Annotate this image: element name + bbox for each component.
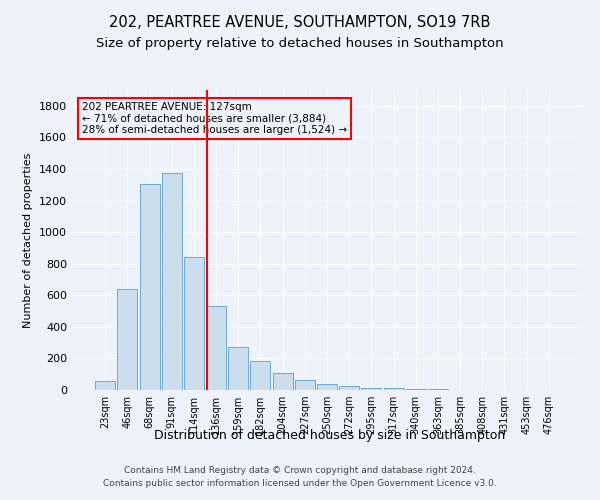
Bar bbox=[228, 348, 248, 390]
Bar bbox=[206, 306, 226, 390]
Bar bbox=[406, 388, 426, 390]
Bar bbox=[140, 184, 160, 390]
Bar bbox=[118, 289, 137, 390]
Bar bbox=[250, 361, 271, 390]
Bar bbox=[95, 382, 115, 390]
Text: Distribution of detached houses by size in Southampton: Distribution of detached houses by size … bbox=[154, 428, 506, 442]
Y-axis label: Number of detached properties: Number of detached properties bbox=[23, 152, 34, 328]
Bar bbox=[383, 388, 404, 390]
Bar bbox=[184, 258, 204, 390]
Bar bbox=[295, 380, 315, 390]
Bar bbox=[339, 386, 359, 390]
Bar bbox=[361, 388, 382, 390]
Bar bbox=[317, 384, 337, 390]
Text: 202 PEARTREE AVENUE: 127sqm
← 71% of detached houses are smaller (3,884)
28% of : 202 PEARTREE AVENUE: 127sqm ← 71% of det… bbox=[82, 102, 347, 135]
Text: Contains HM Land Registry data © Crown copyright and database right 2024.
Contai: Contains HM Land Registry data © Crown c… bbox=[103, 466, 497, 487]
Text: 202, PEARTREE AVENUE, SOUTHAMPTON, SO19 7RB: 202, PEARTREE AVENUE, SOUTHAMPTON, SO19 … bbox=[109, 15, 491, 30]
Bar bbox=[428, 389, 448, 390]
Bar bbox=[162, 173, 182, 390]
Text: Size of property relative to detached houses in Southampton: Size of property relative to detached ho… bbox=[96, 38, 504, 51]
Bar bbox=[272, 372, 293, 390]
